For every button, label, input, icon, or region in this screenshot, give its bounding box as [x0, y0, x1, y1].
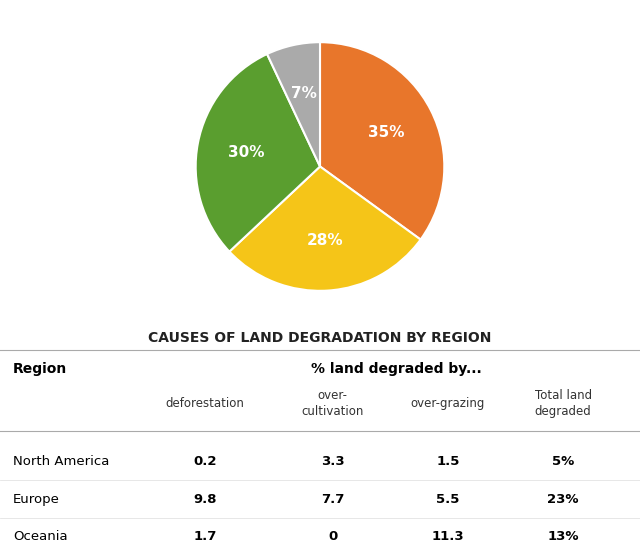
Text: 28%: 28% — [307, 234, 343, 249]
Wedge shape — [320, 42, 444, 240]
Text: Region: Region — [13, 361, 67, 376]
Wedge shape — [267, 42, 320, 166]
Text: 11.3: 11.3 — [432, 530, 464, 543]
Text: 23%: 23% — [547, 492, 579, 506]
Text: 3.3: 3.3 — [321, 455, 344, 468]
Text: over-grazing: over-grazing — [411, 397, 485, 410]
Text: 1.7: 1.7 — [193, 530, 216, 543]
Text: over-
cultivation: over- cultivation — [301, 389, 364, 418]
Text: 7%: 7% — [291, 86, 317, 101]
Text: 35%: 35% — [368, 125, 404, 140]
Text: CAUSES OF LAND DEGRADATION BY REGION: CAUSES OF LAND DEGRADATION BY REGION — [148, 331, 492, 345]
Text: 0.2: 0.2 — [193, 455, 216, 468]
Wedge shape — [229, 166, 420, 291]
Text: 30%: 30% — [228, 145, 265, 160]
Text: Oceania: Oceania — [13, 530, 67, 543]
Text: % land degraded by...: % land degraded by... — [312, 361, 482, 376]
Text: 5.5: 5.5 — [436, 492, 460, 506]
Text: 9.8: 9.8 — [193, 492, 216, 506]
Text: 7.7: 7.7 — [321, 492, 344, 506]
Text: 13%: 13% — [547, 530, 579, 543]
Text: North America: North America — [13, 455, 109, 468]
Text: 5%: 5% — [552, 455, 574, 468]
Text: 0: 0 — [328, 530, 337, 543]
Text: Total land
degraded: Total land degraded — [534, 389, 592, 418]
Text: deforestation: deforestation — [165, 397, 244, 410]
Text: 1.5: 1.5 — [436, 455, 460, 468]
Wedge shape — [196, 54, 320, 251]
Text: Europe: Europe — [13, 492, 60, 506]
